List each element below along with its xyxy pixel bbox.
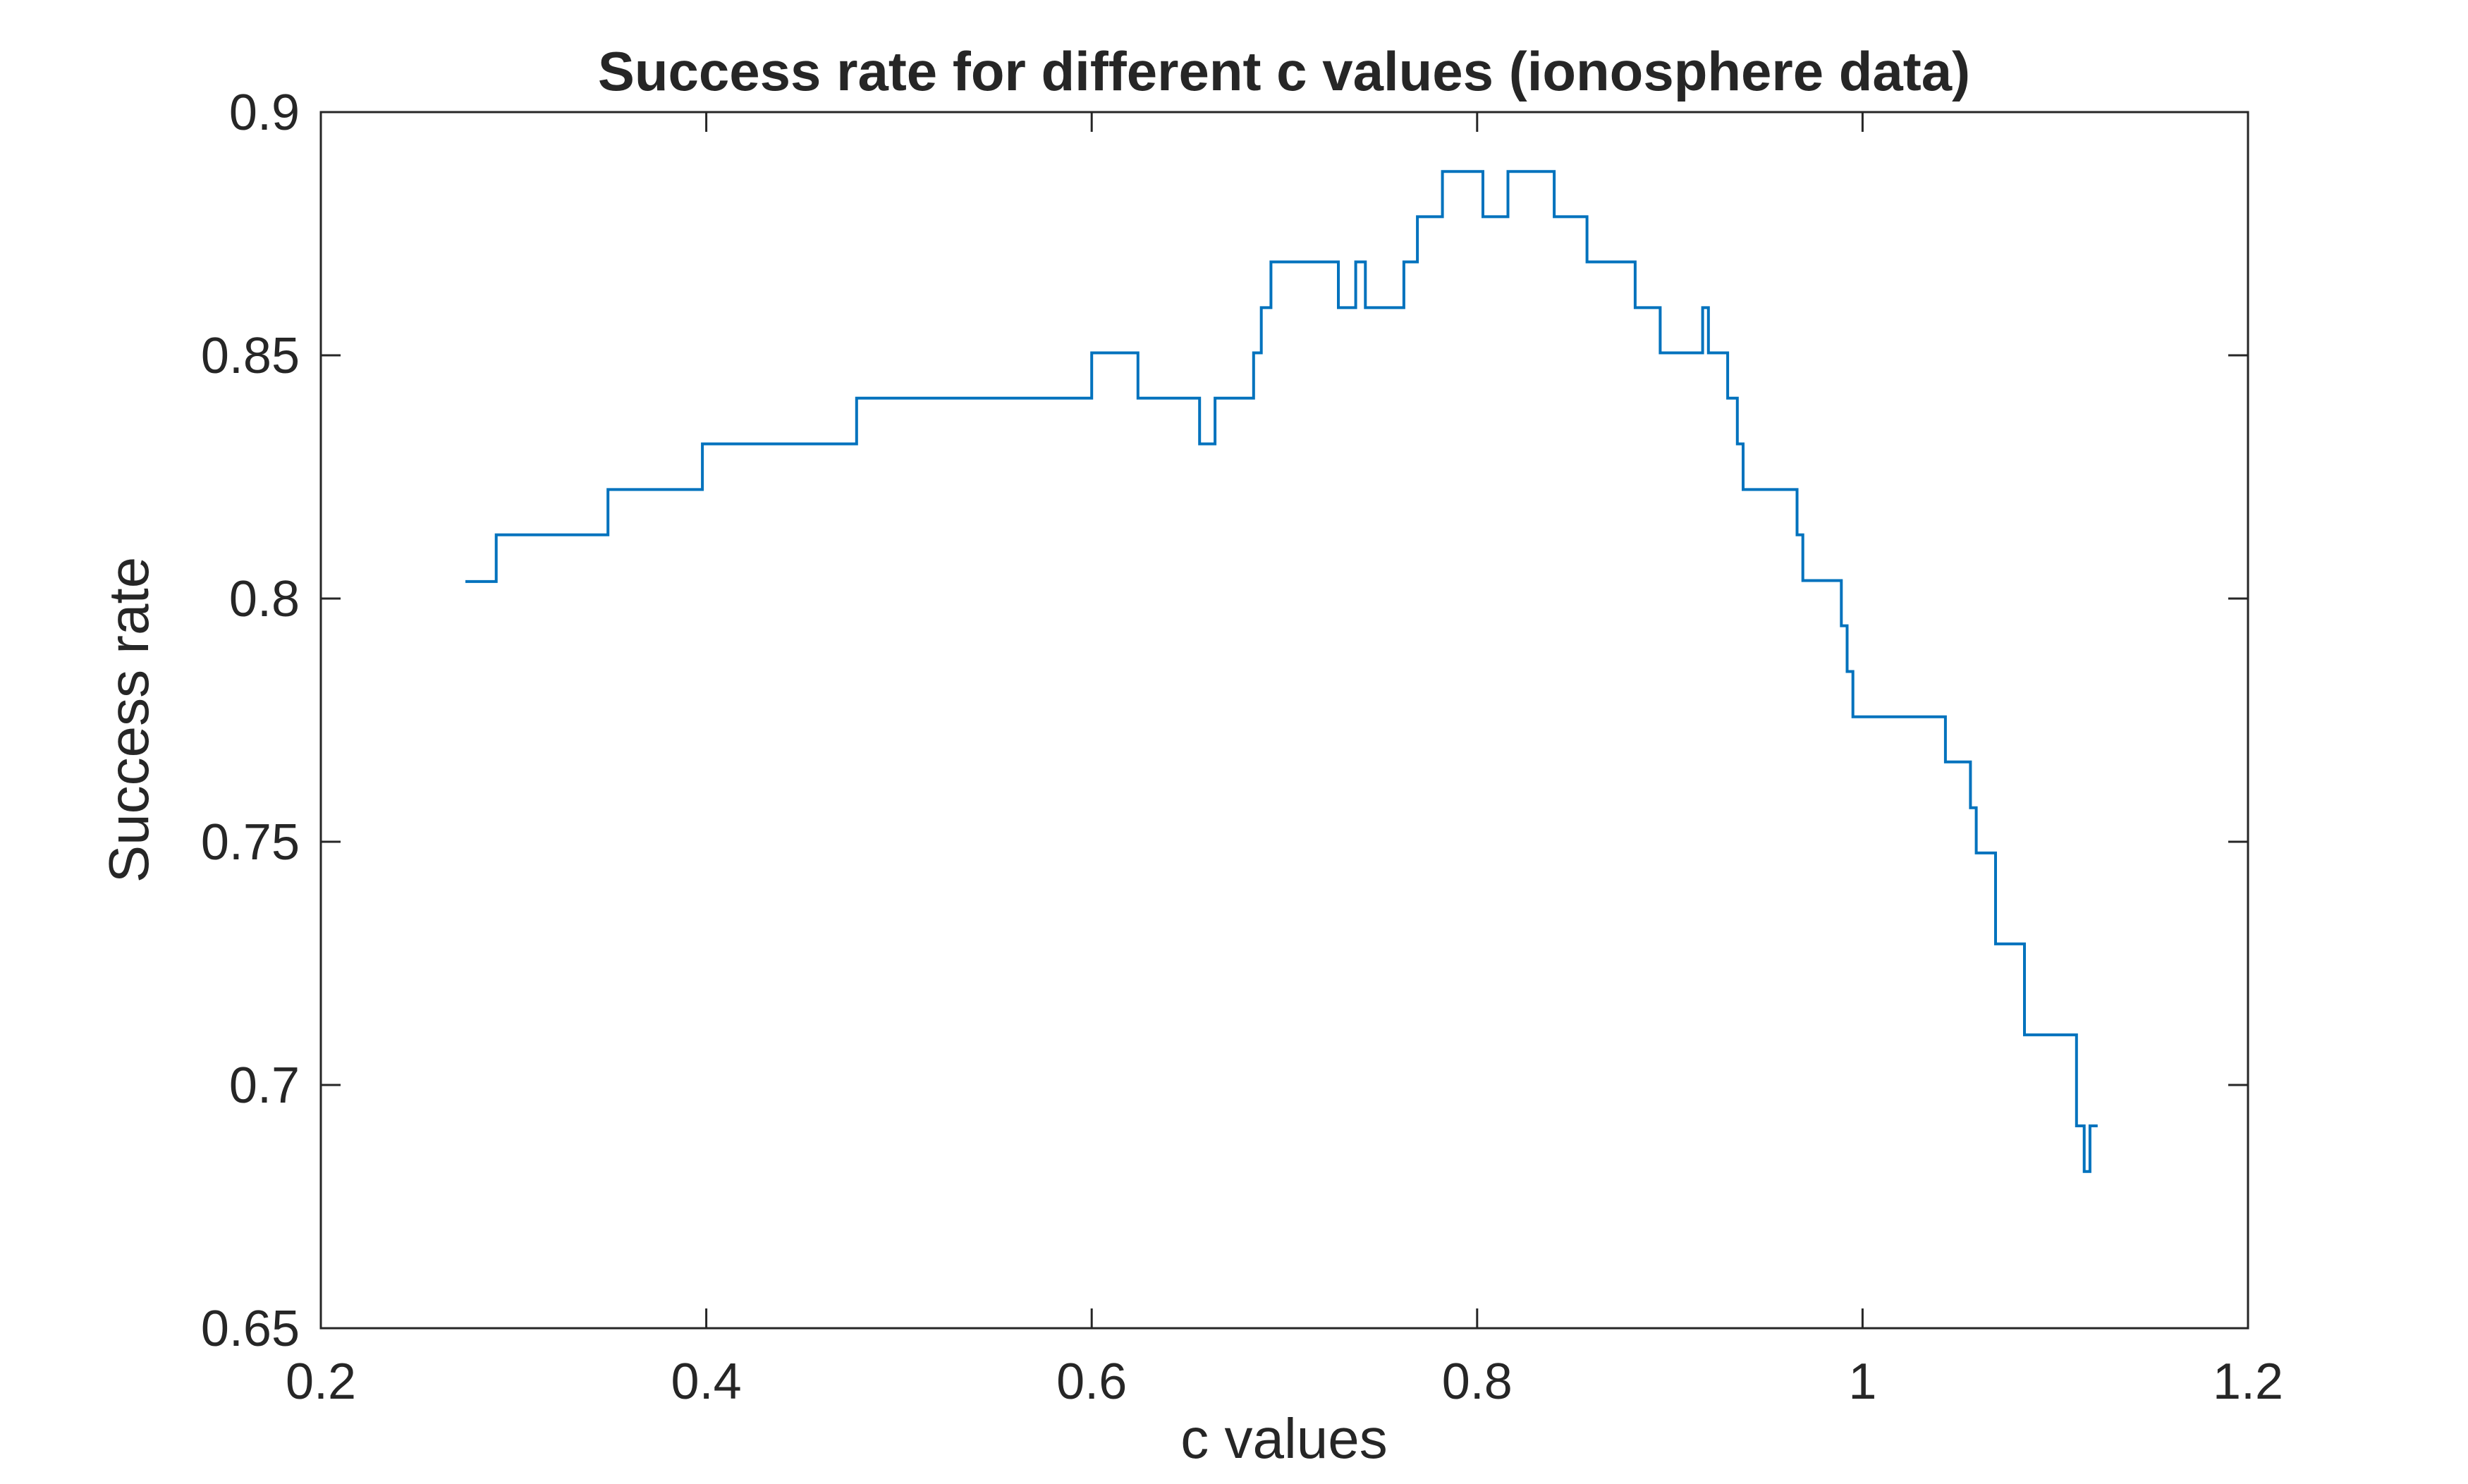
x-tick-label: 0.4 [671, 1354, 742, 1410]
x-tick-label: 1.2 [2213, 1354, 2283, 1410]
y-tick-label: 0.9 [229, 85, 300, 141]
y-tick-label: 0.8 [229, 571, 300, 627]
series-group [465, 170, 2098, 1173]
axis-ticks: 0.2 0.4 0.6 0.8 1 1.2 0.65 0.7 0.75 0.8 0.85 0.9 [201, 85, 2283, 1410]
y-tick-label: 0.85 [201, 328, 300, 384]
plot-frame [319, 111, 2249, 1330]
x-tick-label: 0.2 [286, 1354, 356, 1410]
y-axis-label: Success rate [97, 557, 160, 883]
y-tick-label: 0.65 [201, 1301, 300, 1357]
plot-background [321, 112, 2248, 1328]
x-tick-label: 0.6 [1056, 1354, 1127, 1410]
series-line-success-rate [465, 170, 2098, 1173]
y-tick-label: 0.7 [229, 1057, 300, 1114]
x-tick-label: 0.8 [1442, 1354, 1513, 1410]
x-axis-label: c values [1180, 1407, 1387, 1470]
x-tick-label: 1 [1848, 1354, 1876, 1410]
y-tick-label: 0.75 [201, 814, 300, 871]
chart-title: Success rate for different c values (ion… [598, 40, 1970, 102]
